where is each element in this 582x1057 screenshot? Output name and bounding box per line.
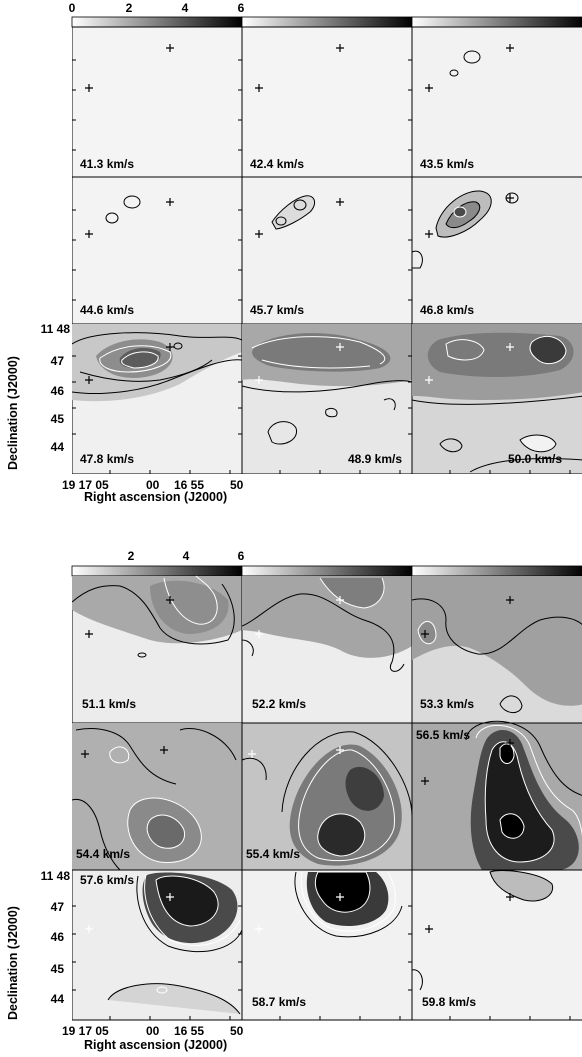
ra-tick-label: 16 55 <box>174 478 204 492</box>
dec-tick-label: 47 <box>51 354 65 368</box>
velocity-label: 46.8 km/s <box>420 303 474 317</box>
velocity-label: 52.2 km/s <box>252 697 306 711</box>
cross-marker <box>85 198 174 238</box>
top-panel-grid: 41.3 km/s 42.4 km/s 43.5 km/s 44.6 km/s <box>72 26 582 474</box>
velocity-label: 50.0 km/s <box>508 452 562 466</box>
ra-tick-label: 16 55 <box>174 1024 204 1038</box>
colorbar-tick-label: 4 <box>183 549 190 563</box>
velocity-label: 54.4 km/s <box>76 847 130 861</box>
dec-tick-label: 44 <box>51 992 65 1006</box>
channel-panel: 57.6 km/s <box>72 869 243 1021</box>
velocity-label: 45.7 km/s <box>250 303 304 317</box>
cross-marker <box>421 739 514 785</box>
x-axis-title: Right ascension (J2000) <box>84 1038 227 1052</box>
velocity-label: 41.3 km/s <box>80 157 134 171</box>
channel-panel: 43.5 km/s <box>411 26 582 178</box>
channel-panel: 56.5 km/s <box>411 720 582 871</box>
cross-marker <box>85 596 174 638</box>
dec-tick-label: 44 <box>51 440 65 454</box>
channel-panel: 46.8 km/s <box>411 176 582 325</box>
channel-panel: 51.1 km/s <box>72 575 243 724</box>
top-axes-labels: 11 48 47 46 45 44 19 17 05 00 16 55 50 R… <box>6 322 244 504</box>
cross-marker <box>425 194 514 238</box>
cross-marker <box>255 893 344 933</box>
ra-tick-label: 00 <box>146 1024 160 1038</box>
channel-panel: 50.0 km/s <box>411 323 582 474</box>
dec-tick-label: 11 48 <box>41 869 71 883</box>
colorbar-tick-label: 6 <box>238 549 245 563</box>
velocity-label: 59.8 km/s <box>422 995 476 1009</box>
channel-panel: 55.4 km/s <box>241 722 413 871</box>
cross-marker <box>255 44 344 92</box>
cross-marker <box>425 343 514 384</box>
cross-marker <box>85 343 174 384</box>
dec-tick-label: 46 <box>51 384 65 398</box>
cross-marker <box>85 44 174 92</box>
channel-panel: 41.3 km/s <box>72 26 243 178</box>
colorbar-tick-label: 0 <box>69 1 76 15</box>
dec-tick-label: 45 <box>51 412 65 426</box>
cross-marker <box>425 44 514 92</box>
ra-tick-label: 50 <box>230 478 244 492</box>
cross-marker <box>421 596 514 638</box>
channel-panel: 58.7 km/s <box>241 869 413 1021</box>
cross-marker <box>81 746 168 758</box>
cross-marker <box>255 198 344 238</box>
velocity-label: 48.9 km/s <box>348 452 402 466</box>
channel-panel: 52.2 km/s <box>241 575 413 724</box>
channel-panel: 53.3 km/s <box>411 575 582 724</box>
cross-marker <box>85 893 174 933</box>
velocity-label: 53.3 km/s <box>420 697 474 711</box>
velocity-label: 47.8 km/s <box>80 452 134 466</box>
bottom-axes-labels: 11 48 47 46 45 44 19 17 05 00 16 55 50 R… <box>6 869 244 1052</box>
dec-tick-label: 11 48 <box>41 322 71 336</box>
channel-panel: 54.4 km/s <box>72 722 243 871</box>
velocity-label: 55.4 km/s <box>246 847 300 861</box>
ra-tick-label: 19 17 05 <box>62 478 109 492</box>
cross-marker <box>248 746 344 758</box>
bottom-panel-grid: 51.1 km/s 52.2 km/s 53.3 km/s <box>72 575 582 1021</box>
cross-marker <box>255 596 344 638</box>
cross-marker <box>255 343 344 384</box>
velocity-label: 43.5 km/s <box>420 157 474 171</box>
colorbar-tick-label: 4 <box>182 1 189 15</box>
dec-tick-label: 46 <box>51 930 65 944</box>
cross-marker <box>425 893 514 933</box>
channel-panel: 45.7 km/s <box>241 176 413 325</box>
y-axis-title: Declination (J2000) <box>6 906 20 1020</box>
channel-panel: 44.6 km/s <box>72 176 243 325</box>
channel-panel: 47.8 km/s <box>72 323 243 474</box>
ra-tick-label: 19 17 05 <box>62 1024 109 1038</box>
colorbar-tick-label: 2 <box>126 1 133 15</box>
velocity-label: 51.1 km/s <box>82 697 136 711</box>
ra-tick-label: 00 <box>146 478 160 492</box>
channel-panel: 42.4 km/s <box>241 26 413 178</box>
dec-tick-label: 45 <box>51 962 65 976</box>
velocity-label: 57.6 km/s <box>80 873 134 887</box>
colorbar-tick-label: 6 <box>238 1 245 15</box>
ra-tick-label: 50 <box>230 1024 244 1038</box>
velocity-label: 58.7 km/s <box>252 995 306 1009</box>
channel-panel: 59.8 km/s <box>411 869 582 1021</box>
y-axis-title: Declination (J2000) <box>6 356 20 470</box>
dec-tick-label: 47 <box>51 900 65 914</box>
x-axis-title: Right ascension (J2000) <box>84 490 227 504</box>
colorbar-tick-label: 2 <box>128 549 135 563</box>
velocity-label: 56.5 km/s <box>416 728 470 742</box>
top-colorbar: 0 2 4 6 <box>69 1 582 28</box>
bottom-colorbar: 2 4 6 <box>71 549 582 577</box>
velocity-label: 44.6 km/s <box>80 303 134 317</box>
channel-panel: 48.9 km/s <box>241 323 413 474</box>
velocity-label: 42.4 km/s <box>250 157 304 171</box>
